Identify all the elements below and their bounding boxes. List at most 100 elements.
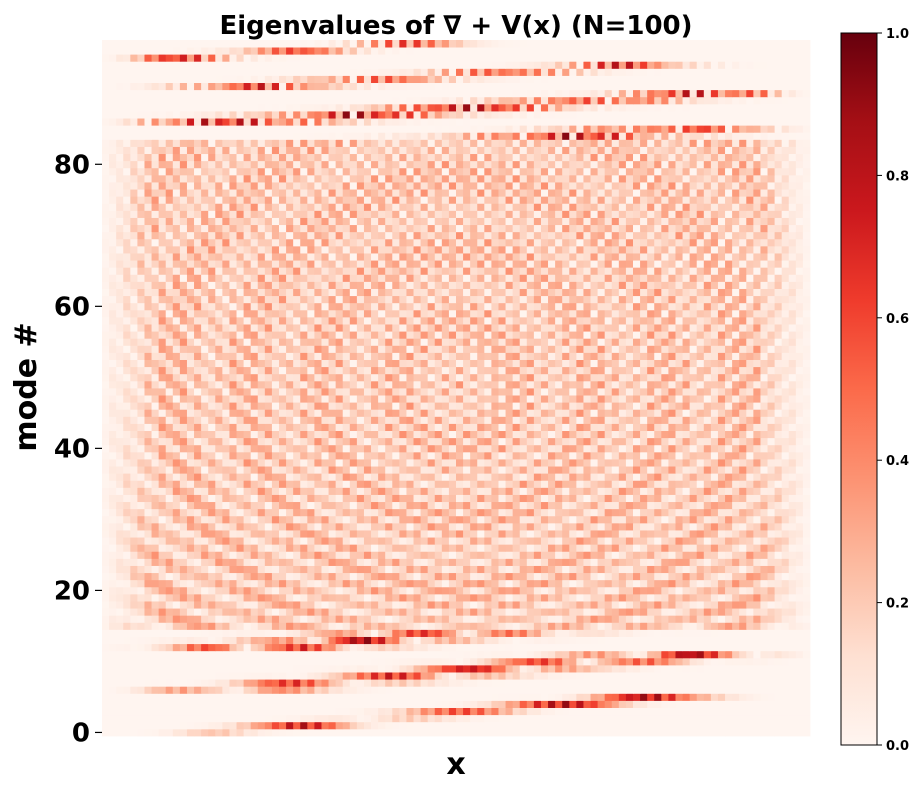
heatmap-cell <box>264 522 273 531</box>
heatmap-cell <box>526 686 535 694</box>
heatmap-cell <box>661 586 669 595</box>
heatmap-cell <box>179 508 188 517</box>
heatmap-cell <box>427 466 436 474</box>
heatmap-cell <box>463 608 471 616</box>
heatmap-cell <box>378 664 386 673</box>
heatmap-cell <box>604 615 613 623</box>
heatmap-cell <box>243 601 252 609</box>
heatmap-cell <box>229 650 237 659</box>
heatmap-cell <box>406 515 414 524</box>
heatmap-cell <box>165 459 174 467</box>
heatmap-cell <box>186 388 195 396</box>
heatmap-cell <box>434 530 443 538</box>
heatmap-cell <box>378 707 386 716</box>
heatmap-cell <box>576 686 584 694</box>
heatmap-cell <box>243 565 252 574</box>
heatmap-cell <box>165 664 174 673</box>
heatmap-cell <box>314 508 322 517</box>
heatmap-cell <box>590 608 598 616</box>
heatmap-cell <box>477 686 485 694</box>
heatmap-cell <box>583 501 591 510</box>
heatmap-cell <box>314 501 322 510</box>
heatmap-cell <box>165 693 174 701</box>
heatmap-cell <box>640 586 648 595</box>
heatmap-cell <box>647 608 655 616</box>
heatmap-cell <box>399 707 407 716</box>
heatmap-cell <box>293 530 301 538</box>
heatmap-cell <box>760 466 768 474</box>
heatmap-cell <box>413 672 421 680</box>
heatmap-cell <box>590 494 598 503</box>
heatmap-cell <box>279 615 287 623</box>
heatmap-cell <box>243 444 252 453</box>
heatmap-cell <box>342 721 351 730</box>
heatmap-cell <box>271 636 280 645</box>
heatmap-cell <box>526 636 535 645</box>
heatmap-cell <box>102 487 110 495</box>
heatmap-cell <box>661 409 669 417</box>
heatmap-cell <box>307 622 315 630</box>
heatmap-cell <box>682 608 691 616</box>
heatmap-cell <box>597 530 606 538</box>
heatmap-cell <box>753 430 761 439</box>
heatmap-cell <box>703 714 712 723</box>
heatmap-cell <box>363 643 372 652</box>
heatmap-cell <box>788 707 797 716</box>
heatmap-cell <box>116 423 124 432</box>
heatmap-cell <box>463 672 471 680</box>
heatmap-cell <box>604 388 613 396</box>
heatmap-cell <box>392 473 400 481</box>
heatmap-cell <box>611 544 620 552</box>
heatmap-cell <box>229 409 237 417</box>
heatmap-cell <box>250 522 259 531</box>
heatmap-cell <box>172 388 181 396</box>
heatmap-cell <box>349 572 358 581</box>
heatmap-cell <box>427 537 436 545</box>
heatmap-cell <box>703 437 712 446</box>
heatmap-cell <box>321 672 329 680</box>
heatmap-cell <box>654 615 662 623</box>
heatmap-cell <box>201 522 209 531</box>
heatmap-cell <box>505 643 514 652</box>
heatmap-cell <box>725 593 733 602</box>
heatmap-cell <box>385 430 393 439</box>
heatmap-cell <box>661 466 669 474</box>
heatmap-cell <box>257 380 266 389</box>
heatmap-cell <box>456 530 464 538</box>
heatmap-cell <box>371 451 379 460</box>
heatmap-cell <box>717 451 726 460</box>
heatmap-cell <box>562 402 570 410</box>
heatmap-cell <box>179 430 188 439</box>
heatmap-cell <box>279 672 287 680</box>
heatmap-cell <box>484 728 492 737</box>
heatmap-cell <box>562 537 570 545</box>
heatmap-cell <box>144 636 152 645</box>
heatmap-cell <box>314 608 322 616</box>
heatmap-cell <box>562 451 570 460</box>
heatmap-cell <box>788 508 797 517</box>
heatmap-cell <box>604 672 613 680</box>
heatmap-cell <box>533 388 542 396</box>
heatmap-cell <box>470 672 478 680</box>
heatmap-cell <box>420 579 429 588</box>
heatmap-cell <box>179 707 188 716</box>
heatmap-cell <box>555 409 563 417</box>
heatmap-cell <box>215 707 223 716</box>
heatmap-cell <box>314 636 322 645</box>
heatmap-cell <box>215 451 223 460</box>
heatmap-cell <box>448 537 457 545</box>
heatmap-cell <box>717 522 726 531</box>
heatmap-cell <box>194 473 202 481</box>
heatmap-cell <box>696 402 705 410</box>
heatmap-cell <box>625 501 634 510</box>
heatmap-cell <box>243 522 252 531</box>
heatmap-cell <box>279 487 287 495</box>
heatmap-cell <box>802 437 811 446</box>
heatmap-cell <box>625 544 634 552</box>
heatmap-cell <box>767 714 775 723</box>
heatmap-cell <box>371 380 379 389</box>
heatmap-cell <box>371 423 379 432</box>
heatmap-cell <box>201 650 209 659</box>
heatmap-cell <box>548 679 556 687</box>
heatmap-cell <box>696 501 705 510</box>
